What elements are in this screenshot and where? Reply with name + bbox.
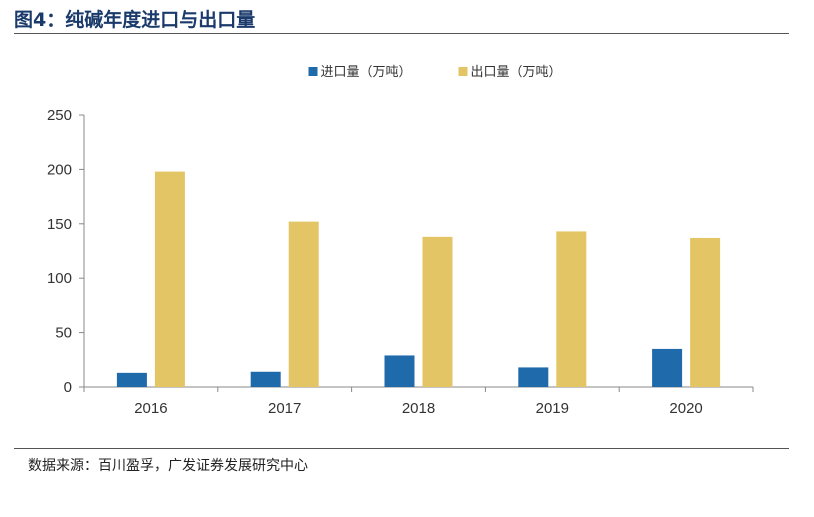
legend-label: 进口量（万吨） bbox=[321, 65, 412, 80]
legend-swatch bbox=[458, 67, 468, 76]
chart-legend: 进口量（万吨） 出口量（万吨） bbox=[308, 65, 562, 80]
x-tick-label: 2020 bbox=[669, 400, 702, 417]
source-note: 数据来源：百川盈孚，广发证券发展研究中心 bbox=[28, 458, 308, 474]
x-tick-label: 2016 bbox=[134, 400, 167, 417]
x-axis: 2016 2017 2018 2019 2020 bbox=[83, 386, 754, 417]
bar-import-2016 bbox=[116, 372, 147, 387]
source-divider bbox=[14, 448, 789, 449]
bar-import-2019 bbox=[518, 367, 549, 387]
x-tick-label: 2018 bbox=[402, 400, 435, 417]
y-tick-label: 50 bbox=[55, 325, 72, 342]
bar-import-2018 bbox=[384, 355, 415, 387]
legend-swatch bbox=[308, 67, 318, 76]
figure-title: 图4：纯碱年度进口与出口量 bbox=[14, 9, 256, 31]
title-divider bbox=[14, 33, 789, 34]
x-tick-label: 2019 bbox=[536, 400, 569, 417]
y-axis: 0 50 100 150 200 250 bbox=[47, 107, 85, 396]
y-tick-label: 200 bbox=[47, 161, 72, 178]
bar-export-2017 bbox=[288, 221, 319, 387]
bar-import-2020 bbox=[652, 348, 683, 387]
bars-group bbox=[116, 171, 721, 387]
y-tick-label: 0 bbox=[64, 379, 72, 396]
bar-export-2016 bbox=[154, 171, 185, 387]
bar-export-2019 bbox=[556, 231, 587, 387]
bar-export-2020 bbox=[690, 237, 721, 387]
y-tick-label: 100 bbox=[47, 270, 72, 287]
bar-import-2017 bbox=[250, 371, 281, 387]
x-tick-label: 2017 bbox=[268, 400, 301, 417]
y-tick-label: 150 bbox=[47, 216, 72, 233]
legend-label: 出口量（万吨） bbox=[471, 65, 562, 80]
y-tick-label: 250 bbox=[47, 107, 72, 124]
bar-export-2018 bbox=[422, 236, 453, 387]
